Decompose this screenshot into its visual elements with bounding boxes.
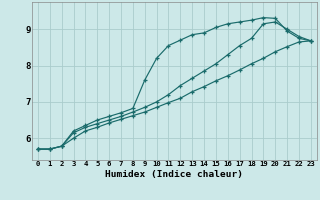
X-axis label: Humidex (Indice chaleur): Humidex (Indice chaleur) — [105, 170, 244, 179]
